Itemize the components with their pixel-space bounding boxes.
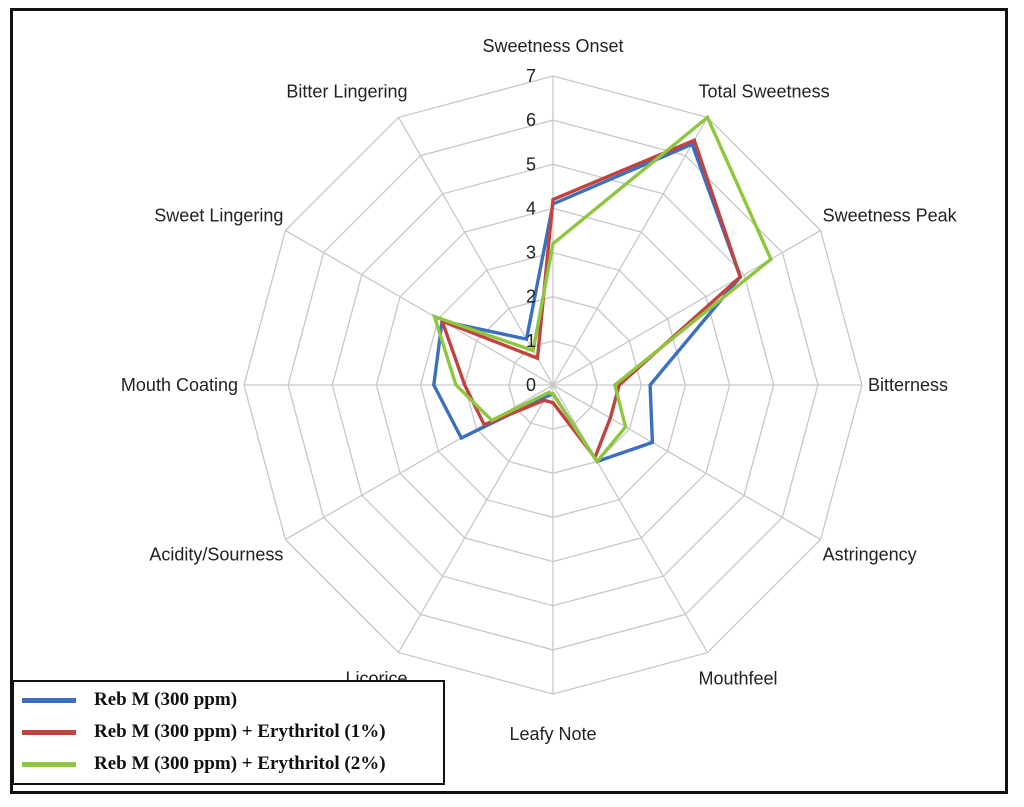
data-point [531, 349, 535, 353]
grid-spoke [397, 384, 554, 653]
data-point [551, 392, 555, 396]
legend-swatch-2 [22, 761, 76, 767]
category-label: Mouth Coating [121, 375, 238, 395]
data-point [650, 440, 654, 444]
data-point [624, 425, 628, 429]
category-label: Sweet Lingering [154, 206, 283, 226]
data-point [738, 275, 742, 279]
data-point [551, 198, 555, 202]
legend-label: Reb M (300 ppm) + Erythritol (2%) [94, 753, 386, 774]
data-point [551, 242, 555, 246]
category-label: Sweetness Peak [823, 206, 958, 226]
radial-tick-labels: 0 1 2 3 4 5 6 7 [526, 66, 536, 395]
data-point [595, 460, 599, 463]
data-point [547, 391, 551, 395]
data-point [490, 418, 494, 422]
legend-item: Reb M (300 ppm) [22, 684, 443, 716]
data-point [690, 142, 694, 146]
legend-label: Reb M (300 ppm) + Erythritol (1%) [94, 721, 386, 742]
category-label: Total Sweetness [699, 81, 830, 101]
grid-spoke [552, 384, 821, 541]
tick-label: 7 [526, 66, 536, 86]
data-point [432, 383, 436, 387]
data-point [617, 383, 621, 387]
data-point [769, 257, 773, 261]
data-point [433, 315, 436, 319]
data-point [454, 383, 458, 387]
series-layer [431, 114, 773, 465]
category-label: Bitterness [868, 375, 948, 395]
data-point [542, 398, 546, 402]
grid-spoke [285, 229, 554, 386]
legend-swatch-1 [22, 729, 76, 735]
data-point [608, 416, 612, 420]
data-point [459, 436, 463, 440]
tick-label: 5 [526, 154, 536, 174]
data-point [648, 383, 652, 387]
grid-spoke [552, 229, 821, 386]
legend-swatch-0 [22, 697, 76, 703]
legend-item: Reb M (300 ppm) + Erythritol (1%) [22, 716, 443, 748]
tick-label: 1 [526, 331, 536, 351]
data-point [525, 337, 528, 341]
legend-label: Reb M (300 ppm) [94, 689, 238, 710]
tick-label: 4 [526, 198, 536, 218]
data-point [482, 423, 486, 427]
data-point [706, 115, 709, 119]
tick-label: 6 [526, 110, 536, 130]
tick-label: 3 [526, 243, 536, 263]
data-point [536, 356, 539, 360]
data-point [463, 383, 467, 387]
category-labels: Sweetness Onset Total Sweetness Sweetness … [121, 36, 958, 744]
series-line-2 [431, 114, 773, 465]
category-label: Mouthfeel [699, 669, 778, 689]
legend: Reb M (300 ppm) Reb M (300 ppm) + Erythr… [12, 680, 445, 785]
category-label: Acidity/Sourness [149, 545, 283, 565]
legend-item: Reb M (300 ppm) + Erythritol (2%) [22, 748, 443, 780]
data-point [551, 401, 555, 405]
data-point [613, 383, 617, 387]
category-label: Astringency [823, 545, 917, 565]
grid-spoke [552, 117, 709, 386]
category-label: Leafy Note [509, 724, 596, 744]
grid-spoke [552, 384, 709, 653]
radar-grid [243, 75, 863, 695]
category-label: Sweetness Onset [482, 36, 623, 56]
tick-label: 0 [526, 375, 536, 395]
tick-label: 2 [526, 287, 536, 307]
category-label: Bitter Lingering [286, 81, 407, 101]
data-point [692, 138, 696, 142]
